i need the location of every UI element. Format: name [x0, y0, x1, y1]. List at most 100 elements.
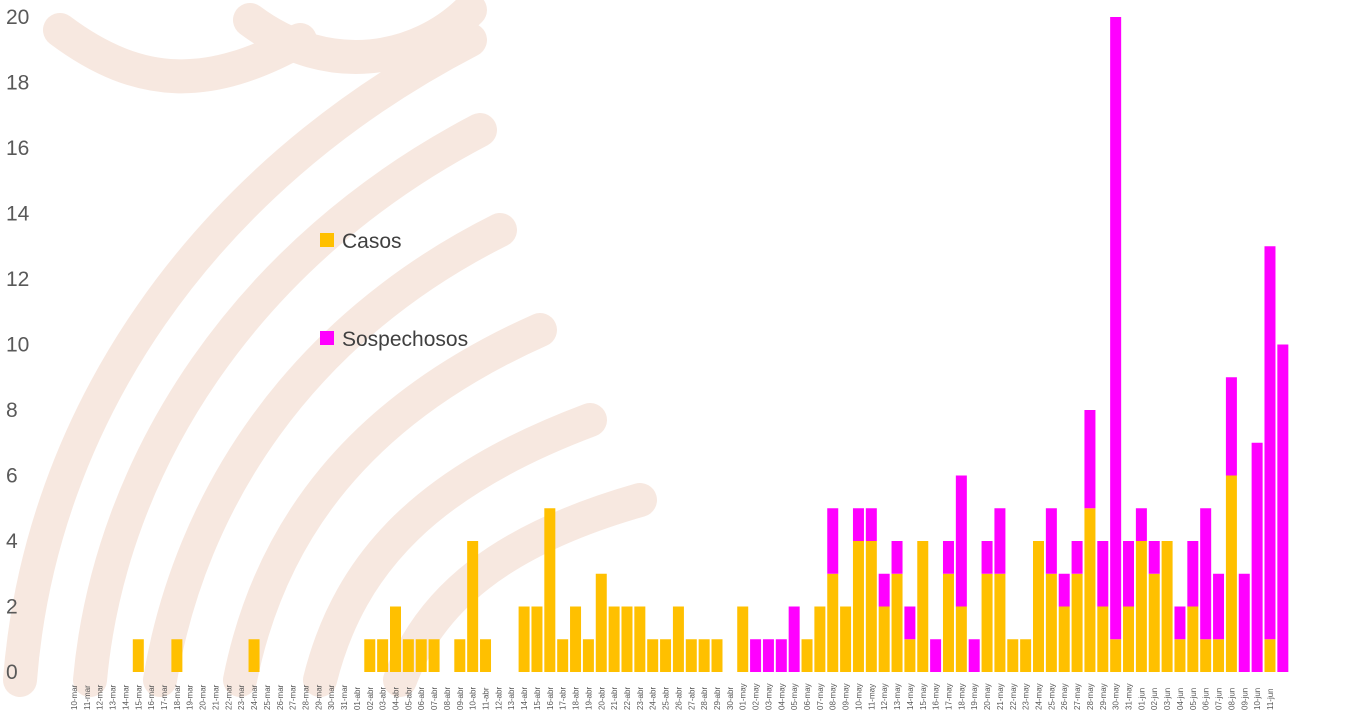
y-axis: 0 2 4 6 8 10 12 14 16 18 20 — [6, 6, 30, 684]
x-tick-label: 09-may — [842, 683, 851, 710]
y-tick-label: 10 — [6, 334, 29, 357]
x-tick-label: 05-abr — [404, 687, 413, 710]
legend-swatch-sospechosos — [320, 331, 334, 345]
x-tick-label: 18-abr — [572, 687, 581, 710]
bar-casos-14-may — [904, 639, 916, 672]
bar-sospechosos-25-may — [1045, 508, 1057, 574]
x-tick-label: 05-jun — [1189, 688, 1198, 710]
bar-casos-24-abr — [647, 639, 659, 672]
bar-casos-22-abr — [621, 606, 633, 672]
x-tick-label: 23-abr — [636, 687, 645, 710]
bar-casos-06-jun — [1200, 639, 1212, 672]
x-tick-label: 03-jun — [1163, 688, 1172, 710]
bar-sospechosos-11-jun — [1264, 246, 1276, 640]
x-tick-label: 22-mar — [224, 684, 233, 710]
x-tick-label: 08-may — [829, 683, 838, 710]
bar-sospechosos-08-may — [827, 508, 839, 574]
bar-sospechosos-28-may — [1084, 410, 1096, 509]
bar-casos-01-may — [737, 606, 749, 672]
bar-casos-06-abr — [415, 639, 427, 672]
bar-sospechosos-04-jun — [1174, 606, 1186, 640]
x-tick-label: 24-mar — [250, 684, 259, 710]
x-tick-label: 25-may — [1047, 683, 1056, 710]
bar-sospechosos-14-may — [904, 606, 916, 640]
x-tick-label: 15-may — [919, 683, 928, 710]
x-tick-label: 19-may — [970, 683, 979, 710]
x-tick-label: 01-jun — [1137, 688, 1146, 710]
x-tick-label: 01-abr — [353, 687, 362, 710]
x-tick-label: 09-jun — [1240, 688, 1249, 710]
bar-casos-09-abr — [454, 639, 466, 672]
bars — [132, 17, 1289, 672]
bar-casos-07-jun — [1213, 639, 1225, 672]
bar-sospechosos-31-may — [1123, 541, 1135, 607]
x-tick-label: 11-may — [867, 684, 876, 710]
x-tick-label: 03-may — [764, 683, 773, 710]
x-tick-label: 14-may — [906, 683, 915, 710]
x-tick-label: 21-may — [996, 683, 1005, 710]
bar-casos-22-may — [1007, 639, 1019, 672]
bar-casos-04-abr — [390, 606, 401, 672]
x-tick-label: 29-abr — [713, 687, 722, 710]
bar-casos-31-may — [1123, 606, 1135, 672]
bar-casos-30-may — [1110, 639, 1122, 672]
bar-sospechosos-02-jun — [1148, 541, 1160, 574]
bar-casos-10-may — [852, 541, 864, 672]
bar-sospechosos-09-jun — [1238, 573, 1250, 672]
x-tick-label: 18-may — [957, 683, 966, 710]
x-tick-label: 19-abr — [584, 687, 593, 710]
x-tick-label: 17-may — [944, 683, 953, 710]
x-tick-label: 10-mar — [70, 684, 79, 710]
x-tick-label: 10-jun — [1253, 688, 1262, 710]
x-tick-label: 29-mar — [314, 684, 323, 710]
bar-casos-14-abr — [518, 606, 530, 672]
x-tick-label: 26-may — [1060, 683, 1069, 710]
x-tick-label: 20-abr — [597, 687, 606, 710]
bar-casos-15-mar — [132, 639, 144, 672]
bar-casos-24-may — [1033, 541, 1044, 672]
bar-sospechosos-26-may — [1058, 573, 1070, 607]
bar-casos-27-abr — [685, 639, 697, 672]
x-tick-label: 28-may — [1086, 683, 1095, 710]
bar-casos-23-abr — [634, 606, 646, 672]
bar-casos-10-abr — [467, 541, 479, 672]
x-tick-label: 06-may — [803, 683, 812, 710]
legend-label-sospechosos: Sospechosos — [342, 328, 468, 351]
x-tick-label: 24-abr — [649, 687, 658, 710]
x-tick-label: 11-mar — [83, 685, 92, 710]
bar-casos-18-abr — [570, 606, 582, 672]
bar-casos-25-may — [1045, 573, 1057, 672]
bar-casos-11-jun — [1264, 639, 1276, 672]
bar-casos-13-may — [891, 573, 903, 672]
x-tick-label: 17-abr — [559, 687, 568, 710]
bar-sospechosos-03-may — [762, 639, 774, 672]
bar-casos-07-abr — [428, 639, 440, 672]
x-tick-label: 14-mar — [121, 684, 130, 710]
x-tick-label: 07-jun — [1215, 688, 1224, 710]
x-tick-label: 27-may — [1073, 683, 1082, 710]
x-tick-label: 13-abr — [507, 687, 516, 710]
x-tick-label: 04-may — [777, 683, 786, 710]
x-axis: 10-mar 11-mar 12-mar 13-mar 14-mar 15-mar 16-m… — [70, 683, 1275, 710]
legend-label-casos: Casos — [342, 230, 402, 253]
bar-casos-05-abr — [402, 639, 414, 672]
x-tick-label: 06-jun — [1202, 688, 1211, 710]
x-tick-label: 09-abr — [456, 687, 465, 710]
x-tick-label: 03-abr — [379, 687, 388, 710]
x-tick-label: 27-mar — [289, 684, 298, 710]
x-tick-label: 30-abr — [726, 687, 735, 710]
x-tick-label: 12-may — [880, 683, 889, 710]
x-tick-label: 16-mar — [147, 684, 156, 710]
x-tick-label: 30-mar — [327, 684, 336, 710]
x-tick-label: 07-abr — [430, 687, 439, 710]
x-tick-label: 01-may — [739, 683, 748, 710]
bar-sospechosos-29-may — [1097, 541, 1109, 607]
bar-casos-29-abr — [711, 639, 723, 672]
x-tick-label: 16-abr — [546, 687, 555, 710]
bar-sospechosos-08-jun — [1225, 377, 1237, 476]
bar-casos-19-abr — [582, 639, 594, 672]
bar-casos-24-mar — [248, 639, 260, 672]
x-tick-label: 10-abr — [469, 687, 478, 710]
x-tick-label: 11-jun — [1266, 688, 1275, 710]
